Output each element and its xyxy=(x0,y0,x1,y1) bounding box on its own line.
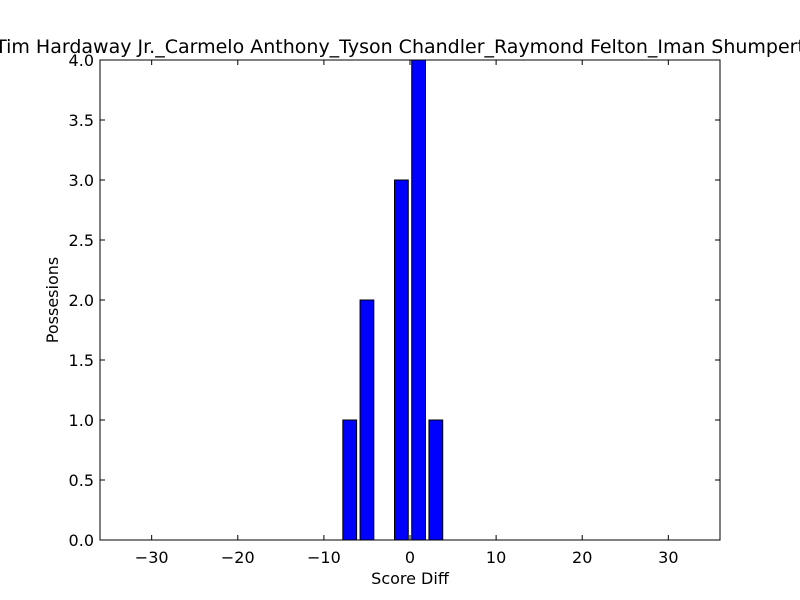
y-tick-label: 3.0 xyxy=(69,171,94,190)
y-tick-label: 2.0 xyxy=(69,291,94,310)
x-tick-label: 10 xyxy=(486,548,506,567)
x-tick-label: 20 xyxy=(572,548,592,567)
x-tick-label: −10 xyxy=(307,548,341,567)
bars-group xyxy=(342,59,444,541)
y-tick-label: 0.5 xyxy=(69,471,94,490)
bar xyxy=(359,299,375,541)
y-tick-label: 1.0 xyxy=(69,411,94,430)
bar xyxy=(342,419,358,541)
ticks-group: −30 −20 −10 0 10 20 30 0.0 0.5 1.0 1.5 2.0 2.5 3.0 3.5… xyxy=(69,51,720,567)
chart-title: Tim Hardaway Jr._Carmelo Anthony_Tyson C… xyxy=(0,36,800,58)
y-tick-label: 3.5 xyxy=(69,111,94,130)
y-tick-label: 4.0 xyxy=(69,51,94,70)
y-tick-label: 2.5 xyxy=(69,231,94,250)
bar xyxy=(394,179,409,541)
x-axis-label: Score Diff xyxy=(371,569,450,588)
x-tick-label: 0 xyxy=(405,548,415,567)
x-tick-label: −20 xyxy=(221,548,255,567)
x-tick-label: 30 xyxy=(658,548,678,567)
plot-frame xyxy=(99,59,721,541)
bar xyxy=(411,59,427,541)
y-tick-label: 0.0 xyxy=(69,531,94,550)
x-tick-label: −30 xyxy=(135,548,169,567)
y-axis-label: Possesions xyxy=(43,257,62,343)
y-tick-label: 1.5 xyxy=(69,351,94,370)
bar xyxy=(428,419,444,541)
